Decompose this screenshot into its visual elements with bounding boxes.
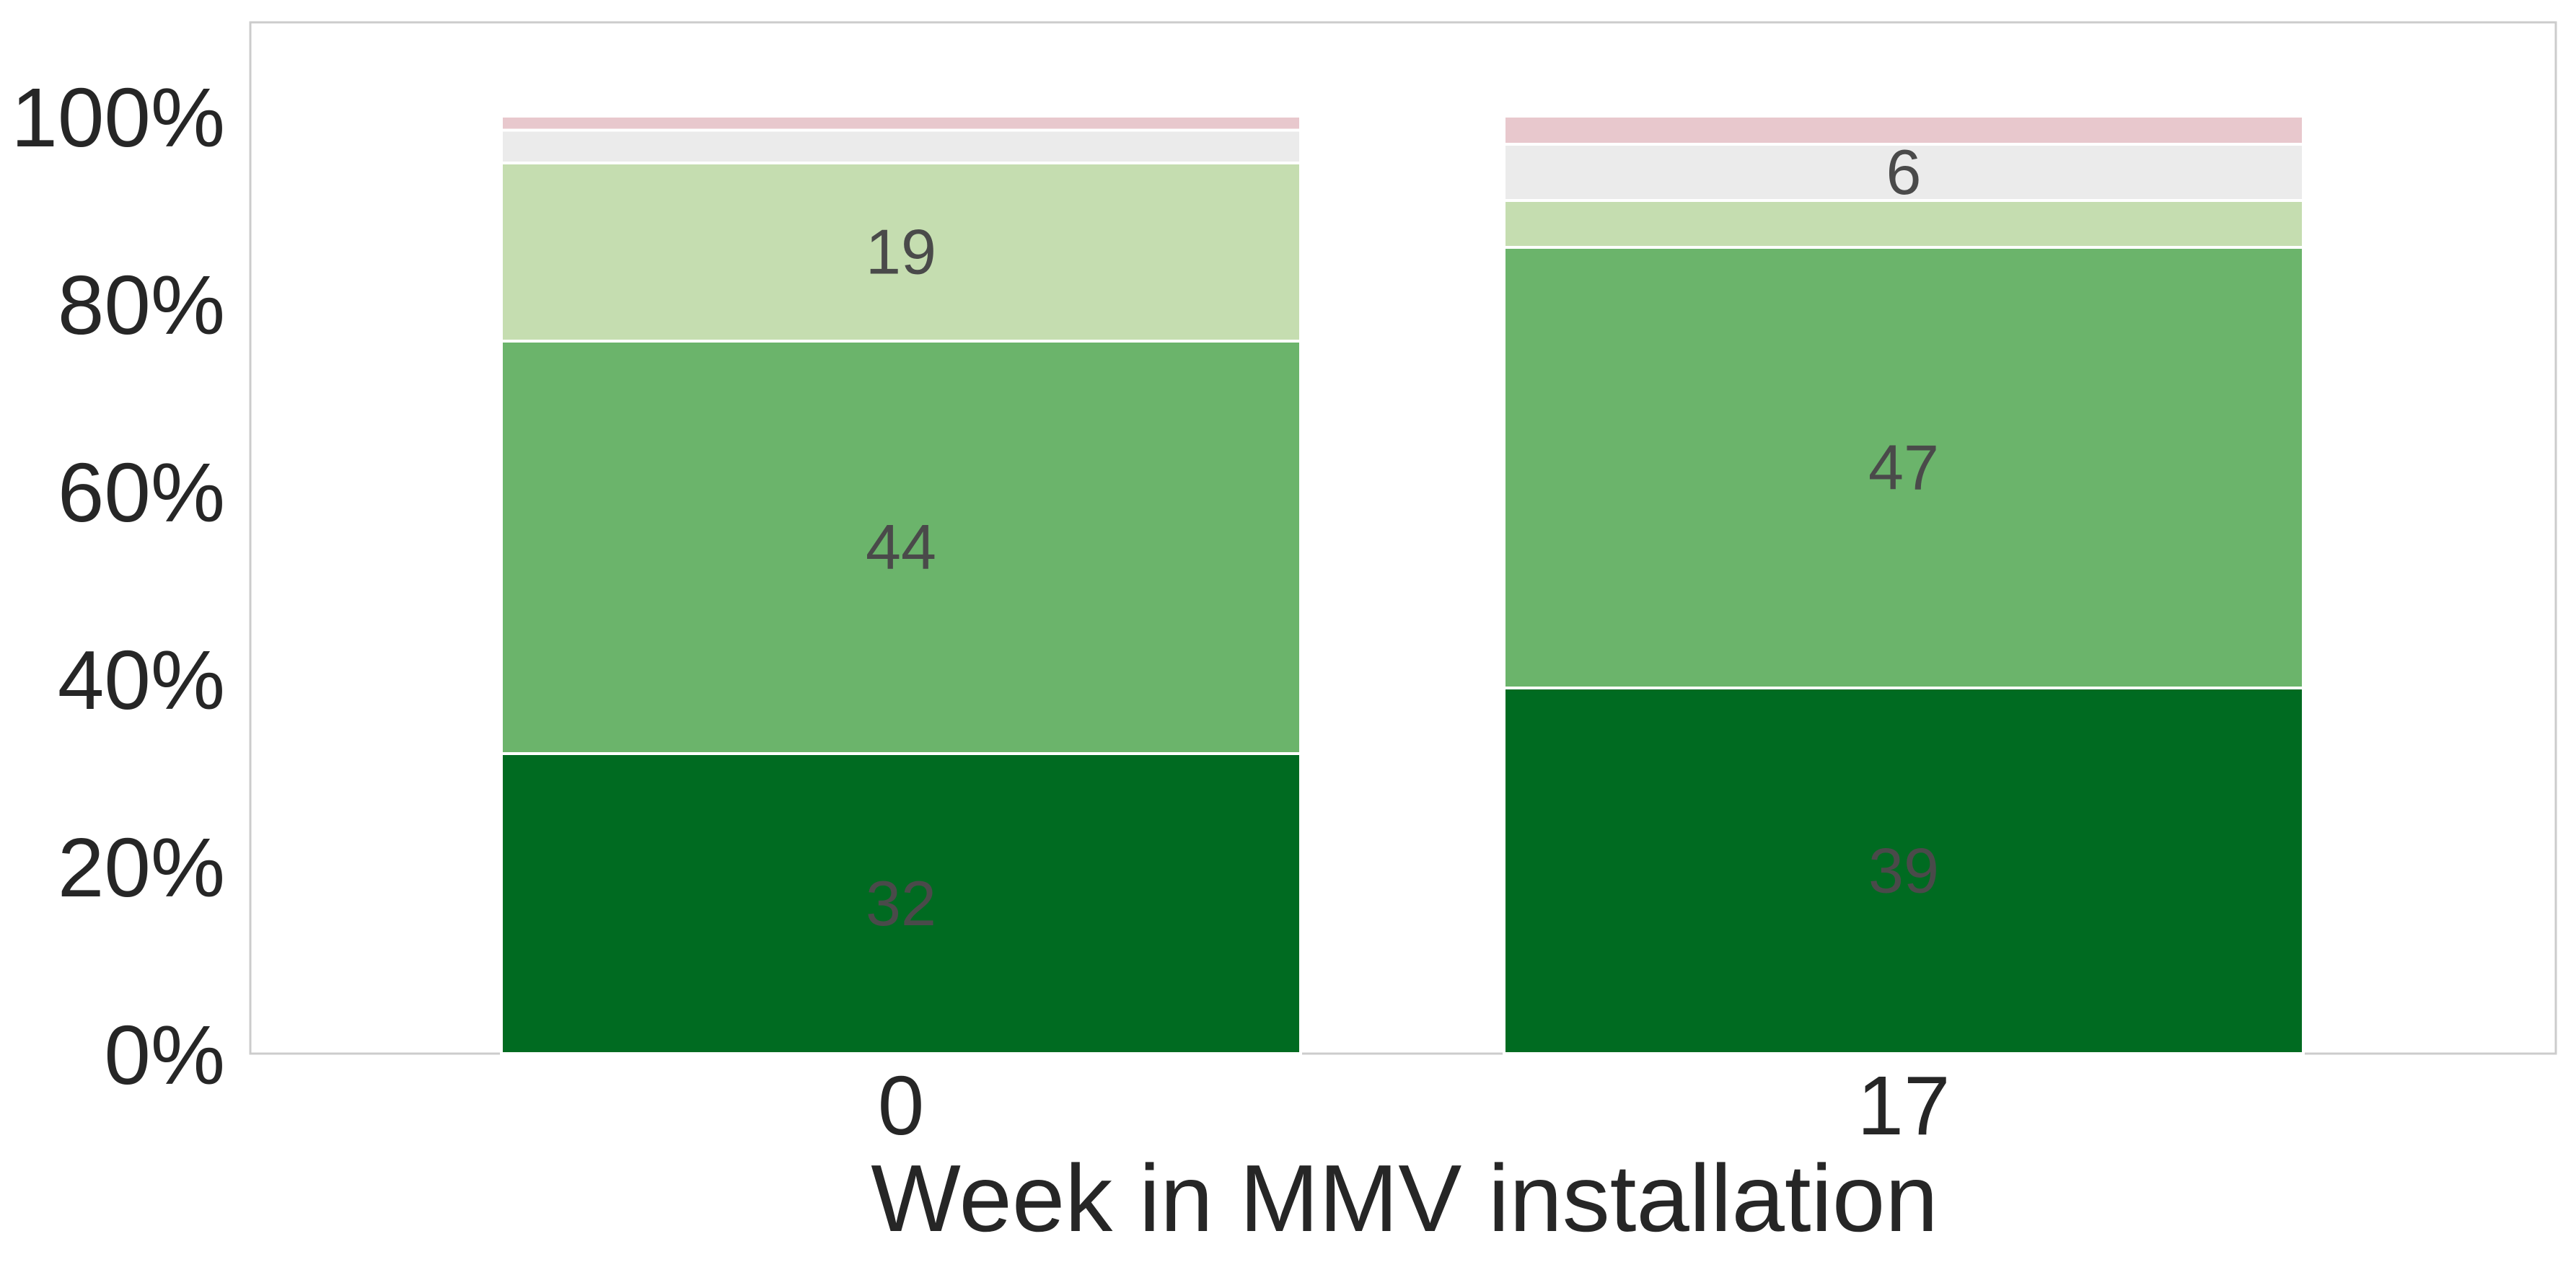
bar-segment-17-4 [1503, 143, 2305, 202]
bar-segment-17-2 [1503, 246, 2305, 689]
x-axis-ticks: 0 17 [878, 1059, 1951, 1152]
data-label-0-3: 19 [866, 216, 936, 288]
bar-segment-17-1 [1503, 687, 2305, 1055]
y-tick-label: 60% [58, 446, 225, 539]
x-axis-title: Week in MMV installation [871, 1145, 1938, 1251]
y-tick-label: 80% [58, 258, 225, 352]
data-label-17-2: 47 [1868, 432, 1939, 503]
y-tick-label: 100% [11, 71, 225, 164]
x-tick-label: 0 [878, 1059, 925, 1152]
bar-segment-0-4 [500, 128, 1302, 164]
data-label-0-2: 44 [866, 511, 936, 583]
data-labels: 32 44 19 39 47 6 [866, 136, 1939, 939]
y-axis-ticks: 0% 20% 40% 60% 80% 100% [11, 71, 225, 1102]
x-tick-label: 17 [1857, 1059, 1950, 1152]
bar-segments [500, 115, 2305, 1055]
plot-area [249, 21, 2557, 1055]
bar-segment-17-5 [1503, 115, 2305, 146]
bar-segment-0-5 [500, 115, 1302, 132]
data-label-0-1: 32 [866, 868, 936, 939]
y-tick-label: 0% [104, 1008, 225, 1102]
data-label-17-4: 6 [1886, 136, 1922, 208]
y-tick-label: 20% [58, 821, 225, 914]
y-tick-label: 40% [58, 633, 225, 727]
bar-segment-0-2 [500, 340, 1302, 755]
data-label-17-1: 39 [1868, 835, 1939, 906]
bar-segment-17-3 [1503, 199, 2305, 249]
